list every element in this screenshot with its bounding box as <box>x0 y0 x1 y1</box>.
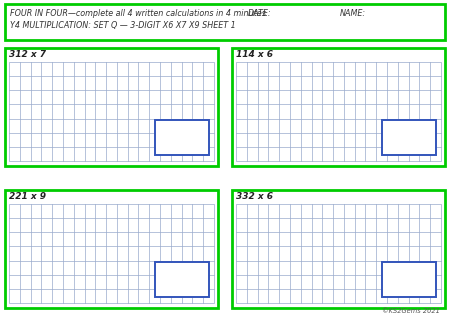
Bar <box>155 120 209 155</box>
Bar <box>232 48 445 166</box>
Bar <box>9 204 214 303</box>
Text: ©KS2Gems 2021: ©KS2Gems 2021 <box>382 308 440 314</box>
Bar <box>232 190 445 308</box>
Bar <box>382 262 436 297</box>
Bar <box>5 190 218 308</box>
Text: NAME:: NAME: <box>340 9 366 18</box>
Bar <box>382 120 436 155</box>
Bar <box>5 48 218 166</box>
Bar <box>236 204 441 303</box>
Text: FOUR IN FOUR—complete all 4 written calculations in 4 minutes: FOUR IN FOUR—complete all 4 written calc… <box>10 9 266 18</box>
Text: 332 x 6: 332 x 6 <box>236 192 273 201</box>
Bar <box>5 4 445 40</box>
Text: 312 x 7: 312 x 7 <box>9 50 46 59</box>
Text: 221 x 9: 221 x 9 <box>9 192 46 201</box>
Bar <box>236 62 441 161</box>
Bar <box>155 262 209 297</box>
Bar <box>9 62 214 161</box>
Text: Y4 MULTIPLICATION: SET Q — 3-DIGIT X6 X7 X9 SHEET 1: Y4 MULTIPLICATION: SET Q — 3-DIGIT X6 X7… <box>10 21 236 30</box>
Text: DATE:: DATE: <box>248 9 272 18</box>
Text: 114 x 6: 114 x 6 <box>236 50 273 59</box>
